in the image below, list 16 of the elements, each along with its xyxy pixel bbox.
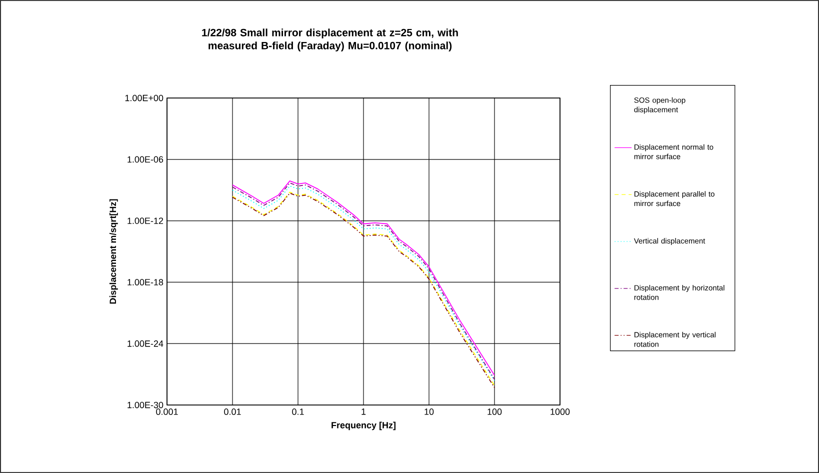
- y-tick-label: 1.00E-30: [128, 402, 164, 408]
- x-tick-label: 0.001: [156, 408, 178, 415]
- x-tick-label: 0.1: [292, 408, 304, 415]
- y-tick-label: 1.00E-06: [128, 156, 164, 163]
- y-axis-title: Displacement m/sqrt[Hz]: [109, 199, 118, 304]
- y-tick-label: 1.00E-24: [128, 340, 164, 347]
- x-tick-label: 1: [362, 408, 366, 415]
- y-tick-label: 1.00E+00: [125, 94, 164, 102]
- x-tick-label: 100: [488, 408, 502, 415]
- y-tick-label: 1.00E-12: [128, 218, 164, 224]
- x-axis-title: Frequency [Hz]: [332, 422, 396, 430]
- y-tick-label: 1.00E-18: [128, 279, 164, 286]
- chart-title: 1/22/98 Small mirror displacement at z=25 cm, with measured B-field (Faraday) Mu=0.0107 (nominal): [202, 28, 458, 52]
- x-tick-label: 1000: [550, 408, 570, 415]
- x-tick-label: 0.01: [224, 408, 241, 415]
- x-tick-label: 10: [424, 408, 434, 415]
